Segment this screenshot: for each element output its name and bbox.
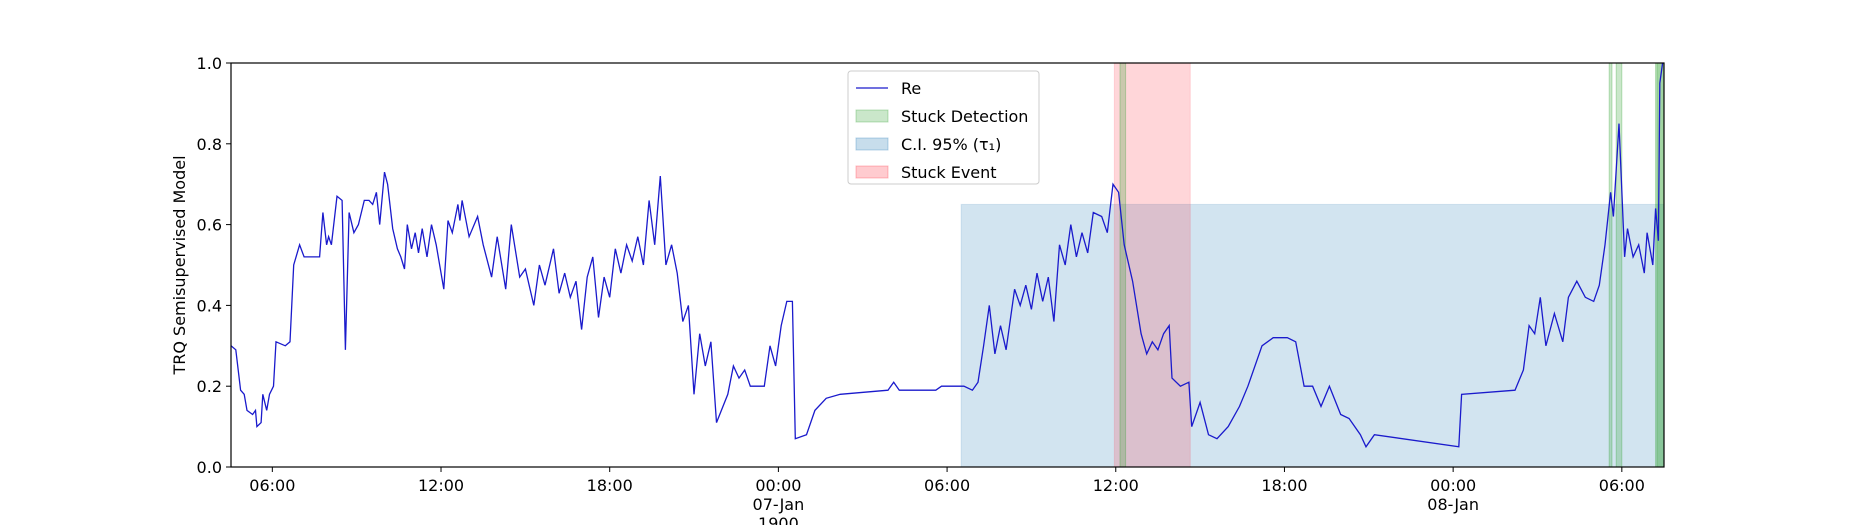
x-tick-label: 12:00 (1093, 476, 1139, 495)
y-tick-label: 0.8 (197, 135, 222, 154)
legend-patch (855, 165, 889, 179)
legend-label: Stuck Event (901, 163, 997, 182)
legend-label: C.I. 95% (τ₁) (901, 135, 1001, 154)
x-tick-label: 18:00 (587, 476, 633, 495)
span (960, 203, 1665, 468)
span (1656, 62, 1665, 468)
legend-label: Stuck Detection (901, 107, 1028, 126)
y-tick-label: 1.0 (197, 54, 222, 73)
data-line (230, 62, 1664, 449)
legend-box (847, 70, 1040, 185)
x-tick-label: 00:00 07-Jan 1900 (753, 476, 805, 525)
x-tick-label: 06:00 (1599, 476, 1645, 495)
y-tick-label: 0.2 (197, 377, 222, 396)
y-tick-label: 0.4 (197, 296, 222, 315)
x-tick-label: 06:00 (249, 476, 295, 495)
x-tick-label: 18:00 (1261, 476, 1307, 495)
legend-label: Re (901, 79, 921, 98)
span (1119, 62, 1127, 468)
x-tick-label: 06:00 (924, 476, 970, 495)
span (1608, 62, 1613, 468)
legend-patch (855, 137, 889, 151)
y-tick-label: 0.6 (197, 216, 222, 235)
x-tick-label: 00:00 08-Jan (1427, 476, 1479, 514)
legend-patch (855, 109, 889, 123)
x-tick-label: 12:00 (418, 476, 464, 495)
span (1113, 62, 1191, 468)
y-axis-label: TRQ Semisupervised Model (170, 155, 189, 375)
y-tick-label: 0.0 (197, 458, 222, 477)
